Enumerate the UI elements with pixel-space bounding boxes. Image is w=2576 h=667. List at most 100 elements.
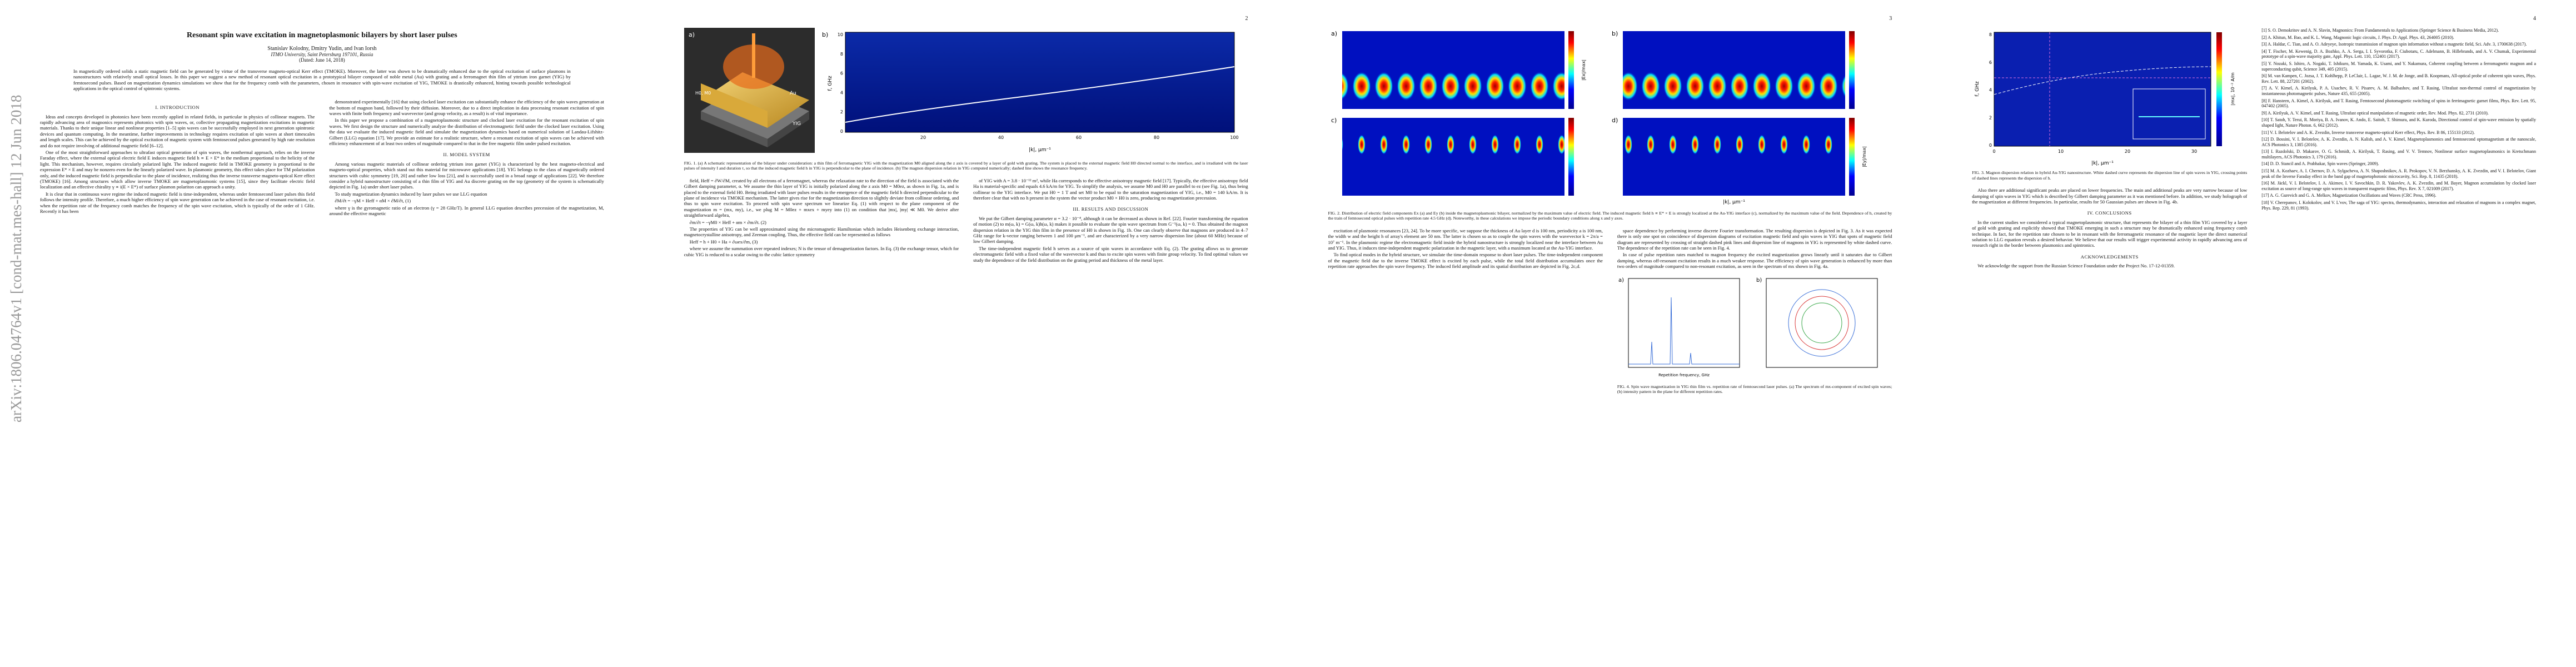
axis-label: |k|, μm⁻¹	[1029, 147, 1051, 153]
reference: [2] A. Khitun, M. Bao, and K. L. Wang, M…	[2261, 34, 2454, 40]
axis-label: |k|, μm⁻¹	[2091, 161, 2114, 166]
axis-label: |k|, μm⁻¹	[1723, 200, 1745, 205]
x-tick-label: 0	[1993, 149, 1996, 154]
reference: [16] M. Jäckl, V. I. Belotelov, I. A. Ak…	[2261, 181, 2536, 191]
paragraph: In this paper we propose a combination o…	[329, 117, 604, 147]
y-tick-label: 0	[1989, 143, 1992, 148]
page: 4	[1932, 0, 2576, 667]
reference: [9] A. Kirilyuk, A. V. Kimel, and T. Ras…	[2261, 110, 2489, 116]
y-tick-label: 8	[1989, 32, 1992, 37]
paragraph: Among various magnetic materials of coll…	[329, 161, 604, 190]
page-number: 3	[1889, 16, 1892, 22]
y-ticks: 8 6 4 2 0	[1989, 32, 1992, 148]
spectrum-plot	[1628, 278, 1740, 368]
figure-graphic: a) Au YIG H0, M0 b) f, GHz |k|, μm⁻¹ 10 8…	[684, 28, 1239, 153]
figure-1: a) Au YIG H0, M0 b) f, GHz |k|, μm⁻¹ 10 8…	[684, 28, 1248, 171]
paragraph: To find optical modes in the hybrid stru…	[1328, 252, 1603, 270]
x-ticks: 20 40 60 80 100	[920, 135, 1239, 140]
colorbar-label: |mx|, 10⁻² A/m	[2230, 72, 2235, 105]
y-tick-label: 10	[838, 32, 843, 37]
x-tick-label: 10	[2058, 149, 2064, 154]
reference: [17] A. G. Gurevich and G. A. Melkov, Ma…	[2261, 193, 2437, 198]
paragraph: Heff = h + H0 + Ha + ∂ωex/∂m, (3)	[689, 238, 758, 245]
panel-label: a)	[1331, 30, 1337, 37]
affiliation: ITMO University, Saint Petersburg 197101…	[271, 52, 373, 57]
page: 2 a) Au YIG H0, M0 b)	[644, 0, 1288, 667]
au-layer	[700, 72, 809, 128]
section-heading: III. RESULTS AND DISCUSSION	[1073, 206, 1149, 212]
y-tick-label: 6	[840, 71, 843, 76]
reference: [10] T. Satoh, Y. Terui, R. Moriya, B. A…	[2261, 117, 2536, 128]
paragraph: excitation of plasmonic resonances [23, …	[1328, 227, 1603, 251]
reference: [11] V. I. Belotelov and A. K. Zvezdin, …	[2261, 130, 2475, 135]
y-tick-label: 6	[1989, 60, 1992, 65]
dispersion-curve	[845, 66, 1234, 123]
paragraph: of YIG with A = 3.8 · 10⁻¹² m², while Ha…	[973, 177, 1248, 201]
panel-label: b)	[822, 31, 828, 38]
paragraph: To study magnetization dynamics induced …	[335, 191, 487, 197]
page-number: 2	[1245, 16, 1248, 22]
paragraph: We put the Gilbert damping parameter α =…	[973, 215, 1248, 245]
colorbar-label: |Ex|/max|	[1581, 59, 1586, 81]
section-heading: IV. CONCLUSIONS	[2087, 210, 2132, 216]
ring	[1801, 302, 1842, 344]
figure-caption: FIG. 3. Magnon dispersion relation in hy…	[1972, 170, 2248, 181]
reference: [12] D. Bossini, V. I. Belotelov, A. K. …	[2261, 137, 2536, 147]
reference: [13] I. Razdolski, D. Makarov, O. G. Sch…	[2261, 149, 2536, 160]
x-tick-label: 80	[1154, 135, 1159, 140]
abstract: In magnetically ordered solids a static …	[73, 68, 571, 91]
reference: [14] D. D. Stancil and A. Prabhakar, Spi…	[2261, 161, 2379, 167]
paper-title: Resonant spin wave excitation in magneto…	[187, 31, 457, 39]
panel-label: b)	[1612, 30, 1618, 37]
heatmap-field	[1622, 118, 1845, 196]
axis-label: f, GHz	[828, 76, 833, 91]
colorbar	[1848, 31, 1855, 109]
heatmap-field	[1342, 31, 1564, 109]
paragraph: demonstrated experimentally [16] that us…	[329, 99, 604, 116]
reference: [4] T. Fischer, M. Kewenig, D. A. Bozhko…	[2261, 48, 2536, 59]
page: arXiv:1806.04764v1 [cond-mat.mes-hall] 1…	[0, 0, 644, 667]
section-heading: II. MODEL SYSTEM	[443, 152, 490, 158]
figure-graphic: a) |Ex|/max| b) c) d)	[1331, 30, 1867, 205]
figure-caption: FIG. 2. Distribution of electric field c…	[1328, 211, 1892, 221]
heatmap-field	[1342, 118, 1564, 196]
paragraph: It is clear that in continuous wave regi…	[40, 191, 315, 215]
reference: [1] S. O. Demokritov and A. N. Slavin, M…	[2261, 28, 2499, 33]
x-tick-label: 60	[1076, 135, 1082, 140]
panel-label: a)	[689, 31, 695, 38]
panel-label: d)	[1612, 117, 1618, 124]
paragraph: Ideas and concepts developed in photonic…	[40, 113, 315, 148]
inset	[2132, 88, 2206, 140]
panel-label: a)	[1618, 277, 1624, 283]
y-tick-label: 4	[1989, 88, 1992, 93]
dispersion-plot	[845, 32, 1235, 133]
page: 3 a) |Ex|/max| b)	[1288, 0, 1932, 667]
colorbar	[2216, 32, 2223, 146]
paragraph: field, Heff = ∂W/∂M, created by all elec…	[684, 177, 959, 218]
y-tick-label: 2	[840, 109, 843, 115]
heatmap-field	[1622, 31, 1845, 109]
paragraph: ∂M/∂t = −γM × Heff + αM × ∂M/∂t, (1)	[335, 198, 411, 204]
paragraph: In case of pulse repetition rates matche…	[1617, 252, 1892, 270]
figure-graphic: |mx|, 10⁻² A/m f, GHz |k|, μm⁻¹ 8 6 4 2 0 0 1…	[1975, 32, 2235, 166]
y-tick-label: 4	[840, 90, 843, 95]
paragraph: In the current studies we considered a t…	[1972, 219, 2248, 248]
spectrum-line	[1628, 297, 1740, 365]
yig-side	[700, 111, 768, 147]
paragraph: space dependence by performing inverse d…	[1617, 227, 1892, 251]
section-heading: ACKNOWLEDGEMENTS	[2080, 253, 2139, 260]
yig-side	[767, 111, 809, 147]
reference: [5] Y. Nozaki, S. Ishiro, A. Nogaki, T. …	[2261, 61, 2536, 72]
figure-2: a) |Ex|/max| b) c) d)	[1328, 28, 1892, 221]
axis-label: f, GHz	[1975, 81, 1980, 97]
panel-grid: a) |Ex|/max| b) c) d)	[1331, 30, 1867, 205]
page-number: 4	[2533, 16, 2536, 22]
paragraph: The time-independent magnetic field h se…	[973, 245, 1248, 263]
date: (Dated: June 14, 2018)	[299, 57, 345, 63]
paragraph: Also there are additional significant pe…	[1972, 187, 2248, 205]
colorbar	[1848, 118, 1855, 196]
paragraph: The properties of YIG can be well approx…	[684, 226, 959, 238]
y-tick-label: 2	[1989, 115, 1992, 120]
figure-caption: FIG. 4. Spin wave magnetization in YIG t…	[1617, 384, 1892, 395]
